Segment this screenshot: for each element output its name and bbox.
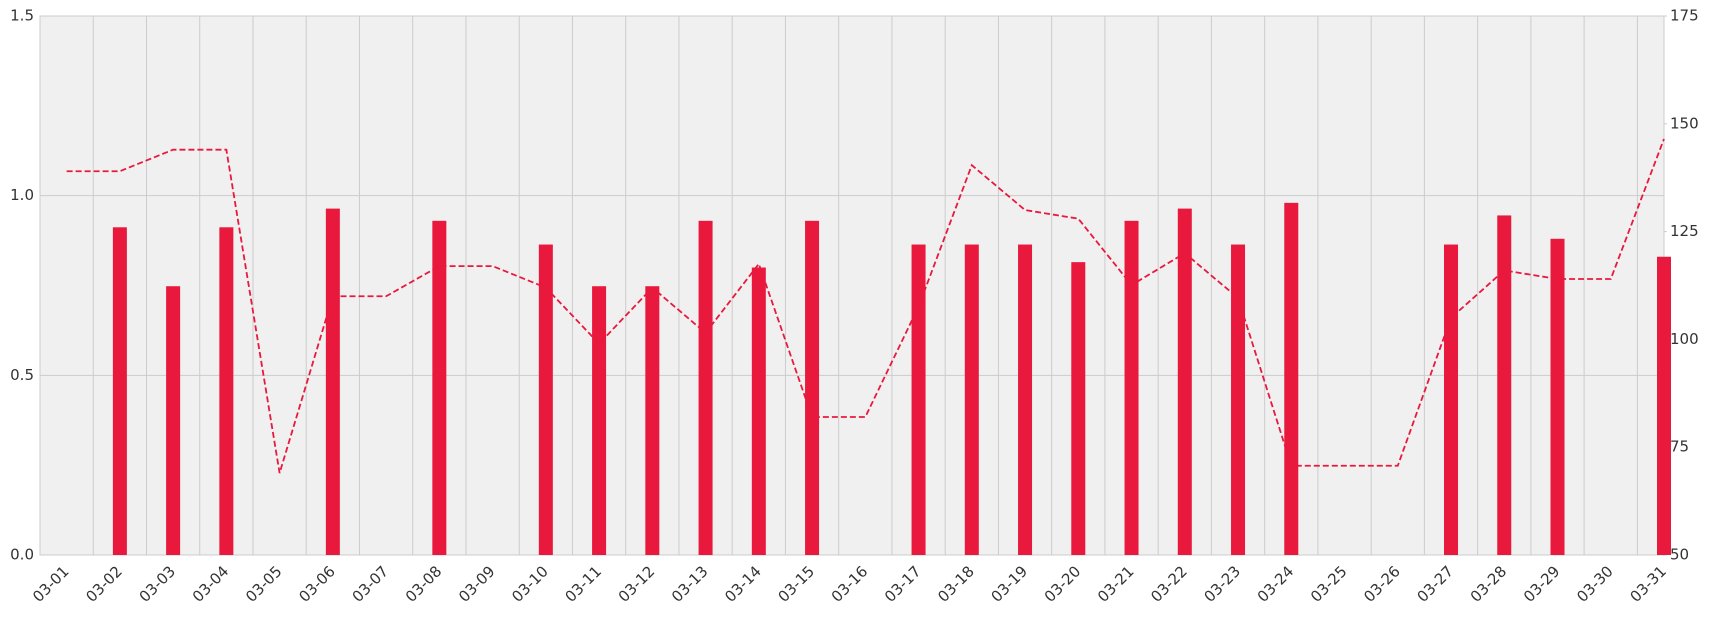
x-tick-label: 03-24 bbox=[1254, 562, 1298, 606]
x-tick-label: 03-16 bbox=[828, 562, 872, 606]
y-tick-label: 0.5 bbox=[10, 366, 34, 384]
y2-tick-label: 75 bbox=[1670, 438, 1689, 456]
x-tick-label: 03-25 bbox=[1307, 562, 1351, 606]
x-tick-label: 03-18 bbox=[934, 562, 978, 606]
bar bbox=[432, 220, 447, 555]
x-tick-label: 03-12 bbox=[615, 562, 659, 606]
bar bbox=[964, 244, 979, 555]
x-tick-label: 03-15 bbox=[775, 562, 819, 606]
bar bbox=[592, 286, 607, 555]
x-tick-label: 03-30 bbox=[1573, 562, 1617, 606]
bar bbox=[1497, 215, 1512, 555]
x-tick-label: 03-11 bbox=[562, 562, 606, 606]
bar bbox=[166, 286, 181, 555]
bar bbox=[645, 286, 660, 555]
x-tick-label: 03-09 bbox=[455, 562, 499, 606]
x-tick-label: 03-03 bbox=[136, 562, 180, 606]
x-tick-label: 03-14 bbox=[721, 562, 765, 606]
x-tick-label: 03-22 bbox=[1147, 562, 1191, 606]
x-tick-label: 03-20 bbox=[1041, 562, 1085, 606]
x-tick-label: 03-28 bbox=[1467, 562, 1511, 606]
bar bbox=[1284, 202, 1299, 555]
bar bbox=[325, 208, 340, 555]
y-tick-label: 1.5 bbox=[10, 7, 34, 25]
x-tick-label: 03-31 bbox=[1626, 562, 1670, 606]
x-tick-label: 03-27 bbox=[1413, 562, 1457, 606]
bar bbox=[1444, 244, 1459, 555]
x-tick-label: 03-29 bbox=[1520, 562, 1564, 606]
y2-tick-label: 175 bbox=[1670, 7, 1699, 25]
bar bbox=[1657, 256, 1671, 555]
bar bbox=[219, 227, 234, 555]
bar bbox=[1018, 244, 1033, 555]
y2-tick-label: 50 bbox=[1670, 546, 1689, 564]
x-tick-label: 03-21 bbox=[1094, 562, 1138, 606]
bar bbox=[805, 220, 820, 555]
y-tick-label: 0.0 bbox=[10, 546, 34, 564]
y-tick-label: 1.0 bbox=[10, 186, 34, 204]
bar bbox=[1550, 238, 1565, 555]
x-tick-label: 03-05 bbox=[242, 562, 286, 606]
x-tick-label: 03-01 bbox=[29, 562, 73, 606]
bar bbox=[538, 244, 553, 555]
bar bbox=[112, 227, 127, 555]
x-tick-label: 03-08 bbox=[402, 562, 446, 606]
x-tick-label: 03-02 bbox=[82, 562, 126, 606]
bar bbox=[1231, 244, 1246, 555]
x-tick-label: 03-06 bbox=[295, 562, 339, 606]
bar bbox=[1124, 220, 1139, 555]
x-tick-label: 03-13 bbox=[668, 562, 712, 606]
y2-tick-label: 150 bbox=[1670, 114, 1699, 132]
x-tick-label: 03-10 bbox=[508, 562, 552, 606]
x-tick-label: 03-26 bbox=[1360, 562, 1404, 606]
y2-tick-label: 100 bbox=[1670, 330, 1699, 348]
x-tick-label: 03-04 bbox=[189, 562, 233, 606]
bar bbox=[1177, 208, 1192, 555]
bar bbox=[751, 267, 766, 555]
y2-tick-label: 125 bbox=[1670, 222, 1699, 240]
x-tick-label: 03-17 bbox=[881, 562, 925, 606]
bar bbox=[1071, 262, 1086, 555]
x-tick-label: 03-19 bbox=[988, 562, 1032, 606]
line bbox=[66, 138, 1665, 474]
x-tick-label: 03-07 bbox=[349, 562, 393, 606]
plot-area bbox=[39, 15, 1665, 556]
bar bbox=[911, 244, 926, 555]
x-tick-label: 03-23 bbox=[1200, 562, 1244, 606]
bar bbox=[698, 220, 713, 555]
